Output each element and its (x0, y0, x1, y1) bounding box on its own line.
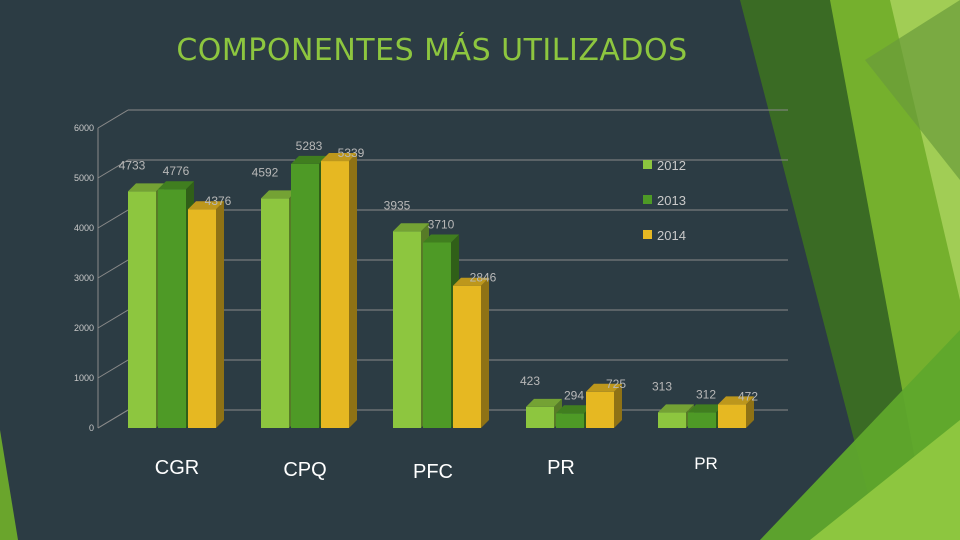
data-labels: 4733 4592 3935 423 313 4776 5283 3710 294 312 4376… (119, 139, 759, 404)
bar-top-2014-1 (321, 153, 357, 162)
bar-2012-3 (526, 406, 554, 428)
bar-top-2012-2 (393, 223, 429, 232)
bar-top-2014-3 (586, 383, 622, 392)
bar-2014-4 (718, 404, 746, 428)
facet-shape (0, 430, 18, 540)
x-category-label: CPQ (283, 459, 326, 481)
bar-top-2013-2 (423, 234, 459, 243)
bar-2014-3 (586, 391, 614, 428)
data-label: 312 (696, 387, 716, 401)
gridline-depth (97, 209, 129, 229)
bar-top-2014-4 (718, 396, 754, 405)
y-axis: 0 1000 2000 3000 4000 5000 6000 (74, 123, 129, 433)
bar-2014-1 (321, 161, 349, 429)
bar-2013-0 (158, 189, 186, 428)
gridline-depth (97, 109, 129, 129)
data-label: 725 (606, 377, 626, 391)
data-label: 313 (652, 379, 672, 393)
data-label: 294 (564, 388, 584, 402)
x-category-label: PR (547, 457, 575, 479)
y-tick-label: 1000 (74, 373, 94, 383)
facet-shape (810, 420, 960, 540)
x-category-label: CGR (155, 457, 199, 479)
data-label: 3710 (428, 218, 455, 232)
data-label: 5339 (338, 146, 365, 160)
bar-2014-2 (453, 285, 481, 428)
bar-2013-1 (291, 163, 319, 428)
y-tick-label: 3000 (74, 273, 94, 283)
x-category-label: PR (694, 454, 718, 473)
legend-label: 2013 (657, 193, 686, 208)
y-tick-label: 0 (89, 423, 94, 433)
data-label: 4733 (119, 158, 146, 172)
data-label: 4376 (205, 194, 232, 208)
bar-top-2013-3 (556, 405, 592, 414)
data-label: 472 (738, 389, 758, 403)
bar-top-2014-2 (453, 277, 489, 286)
legend-swatch (643, 230, 652, 239)
data-label: 5283 (296, 139, 323, 153)
y-tick-label: 2000 (74, 323, 94, 333)
bar-2013-4 (688, 412, 716, 428)
legend-label: 2014 (657, 228, 686, 243)
data-label: 4776 (163, 164, 190, 178)
bar-top-2013-1 (291, 155, 327, 164)
bar-2013-3 (556, 413, 584, 428)
floor-line (97, 409, 129, 429)
gridline-depth (97, 309, 129, 329)
bar-top-2012-3 (526, 398, 562, 407)
chart-bars (128, 153, 754, 429)
bar-top-2013-4 (688, 404, 724, 413)
bar-2012-0 (128, 191, 156, 428)
bar-2012-1 (261, 198, 289, 428)
bar-side-2014-2 (481, 277, 489, 428)
bar-2013-2 (423, 242, 451, 428)
bar-top-2012-4 (658, 404, 694, 413)
legend-label: 2012 (657, 158, 686, 173)
y-tick-label: 4000 (74, 223, 94, 233)
bar-2012-2 (393, 231, 421, 428)
y-tick-label: 5000 (74, 173, 94, 183)
facet-shape (865, 0, 960, 180)
gridline-depth (97, 259, 129, 279)
chart-legend: 2012 2013 2014 (643, 158, 686, 243)
bar-2014-0 (188, 209, 216, 428)
slide-title: COMPONENTES MÁS UTILIZADOS (176, 32, 687, 68)
x-category-label: PFC (413, 461, 453, 483)
data-label: 4592 (252, 165, 279, 179)
gridline-depth (97, 159, 129, 179)
bar-top-2013-0 (158, 181, 194, 190)
bar-2012-4 (658, 412, 686, 428)
bar-top-2014-0 (188, 201, 224, 210)
bar-side-2014-1 (349, 153, 357, 429)
data-label: 423 (520, 374, 540, 388)
bar-side-2014-0 (216, 201, 224, 428)
category-labels: CGR CPQ PFC PR PR (155, 454, 718, 483)
gridline-depth (97, 359, 129, 379)
legend-swatch (643, 195, 652, 204)
bar-side-2014-4 (746, 396, 754, 428)
bar-top-2012-0 (128, 183, 164, 192)
bar-side-2014-3 (614, 383, 622, 428)
y-tick-label: 6000 (74, 123, 94, 133)
data-label: 2846 (470, 271, 497, 285)
data-label: 3935 (384, 198, 411, 212)
legend-swatch (643, 160, 652, 169)
bar-top-2012-1 (261, 190, 297, 199)
